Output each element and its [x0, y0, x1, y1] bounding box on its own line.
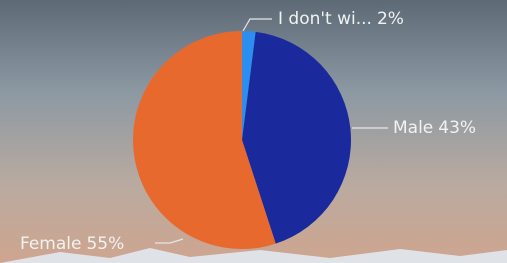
value-label: 43%	[438, 118, 476, 138]
category-label: I don't wi...	[278, 9, 372, 29]
category-label: Female	[20, 234, 81, 254]
chart: I don't wi...2% Male43% Female55%	[0, 0, 507, 263]
data-label: I don't wi...2%	[278, 9, 404, 29]
category-label: Male	[393, 118, 433, 138]
value-label: 2%	[377, 9, 404, 29]
value-label: 55%	[86, 234, 124, 254]
pie	[133, 31, 351, 249]
page: {"chart_data": {"type": "pie", "categori…	[0, 0, 507, 263]
